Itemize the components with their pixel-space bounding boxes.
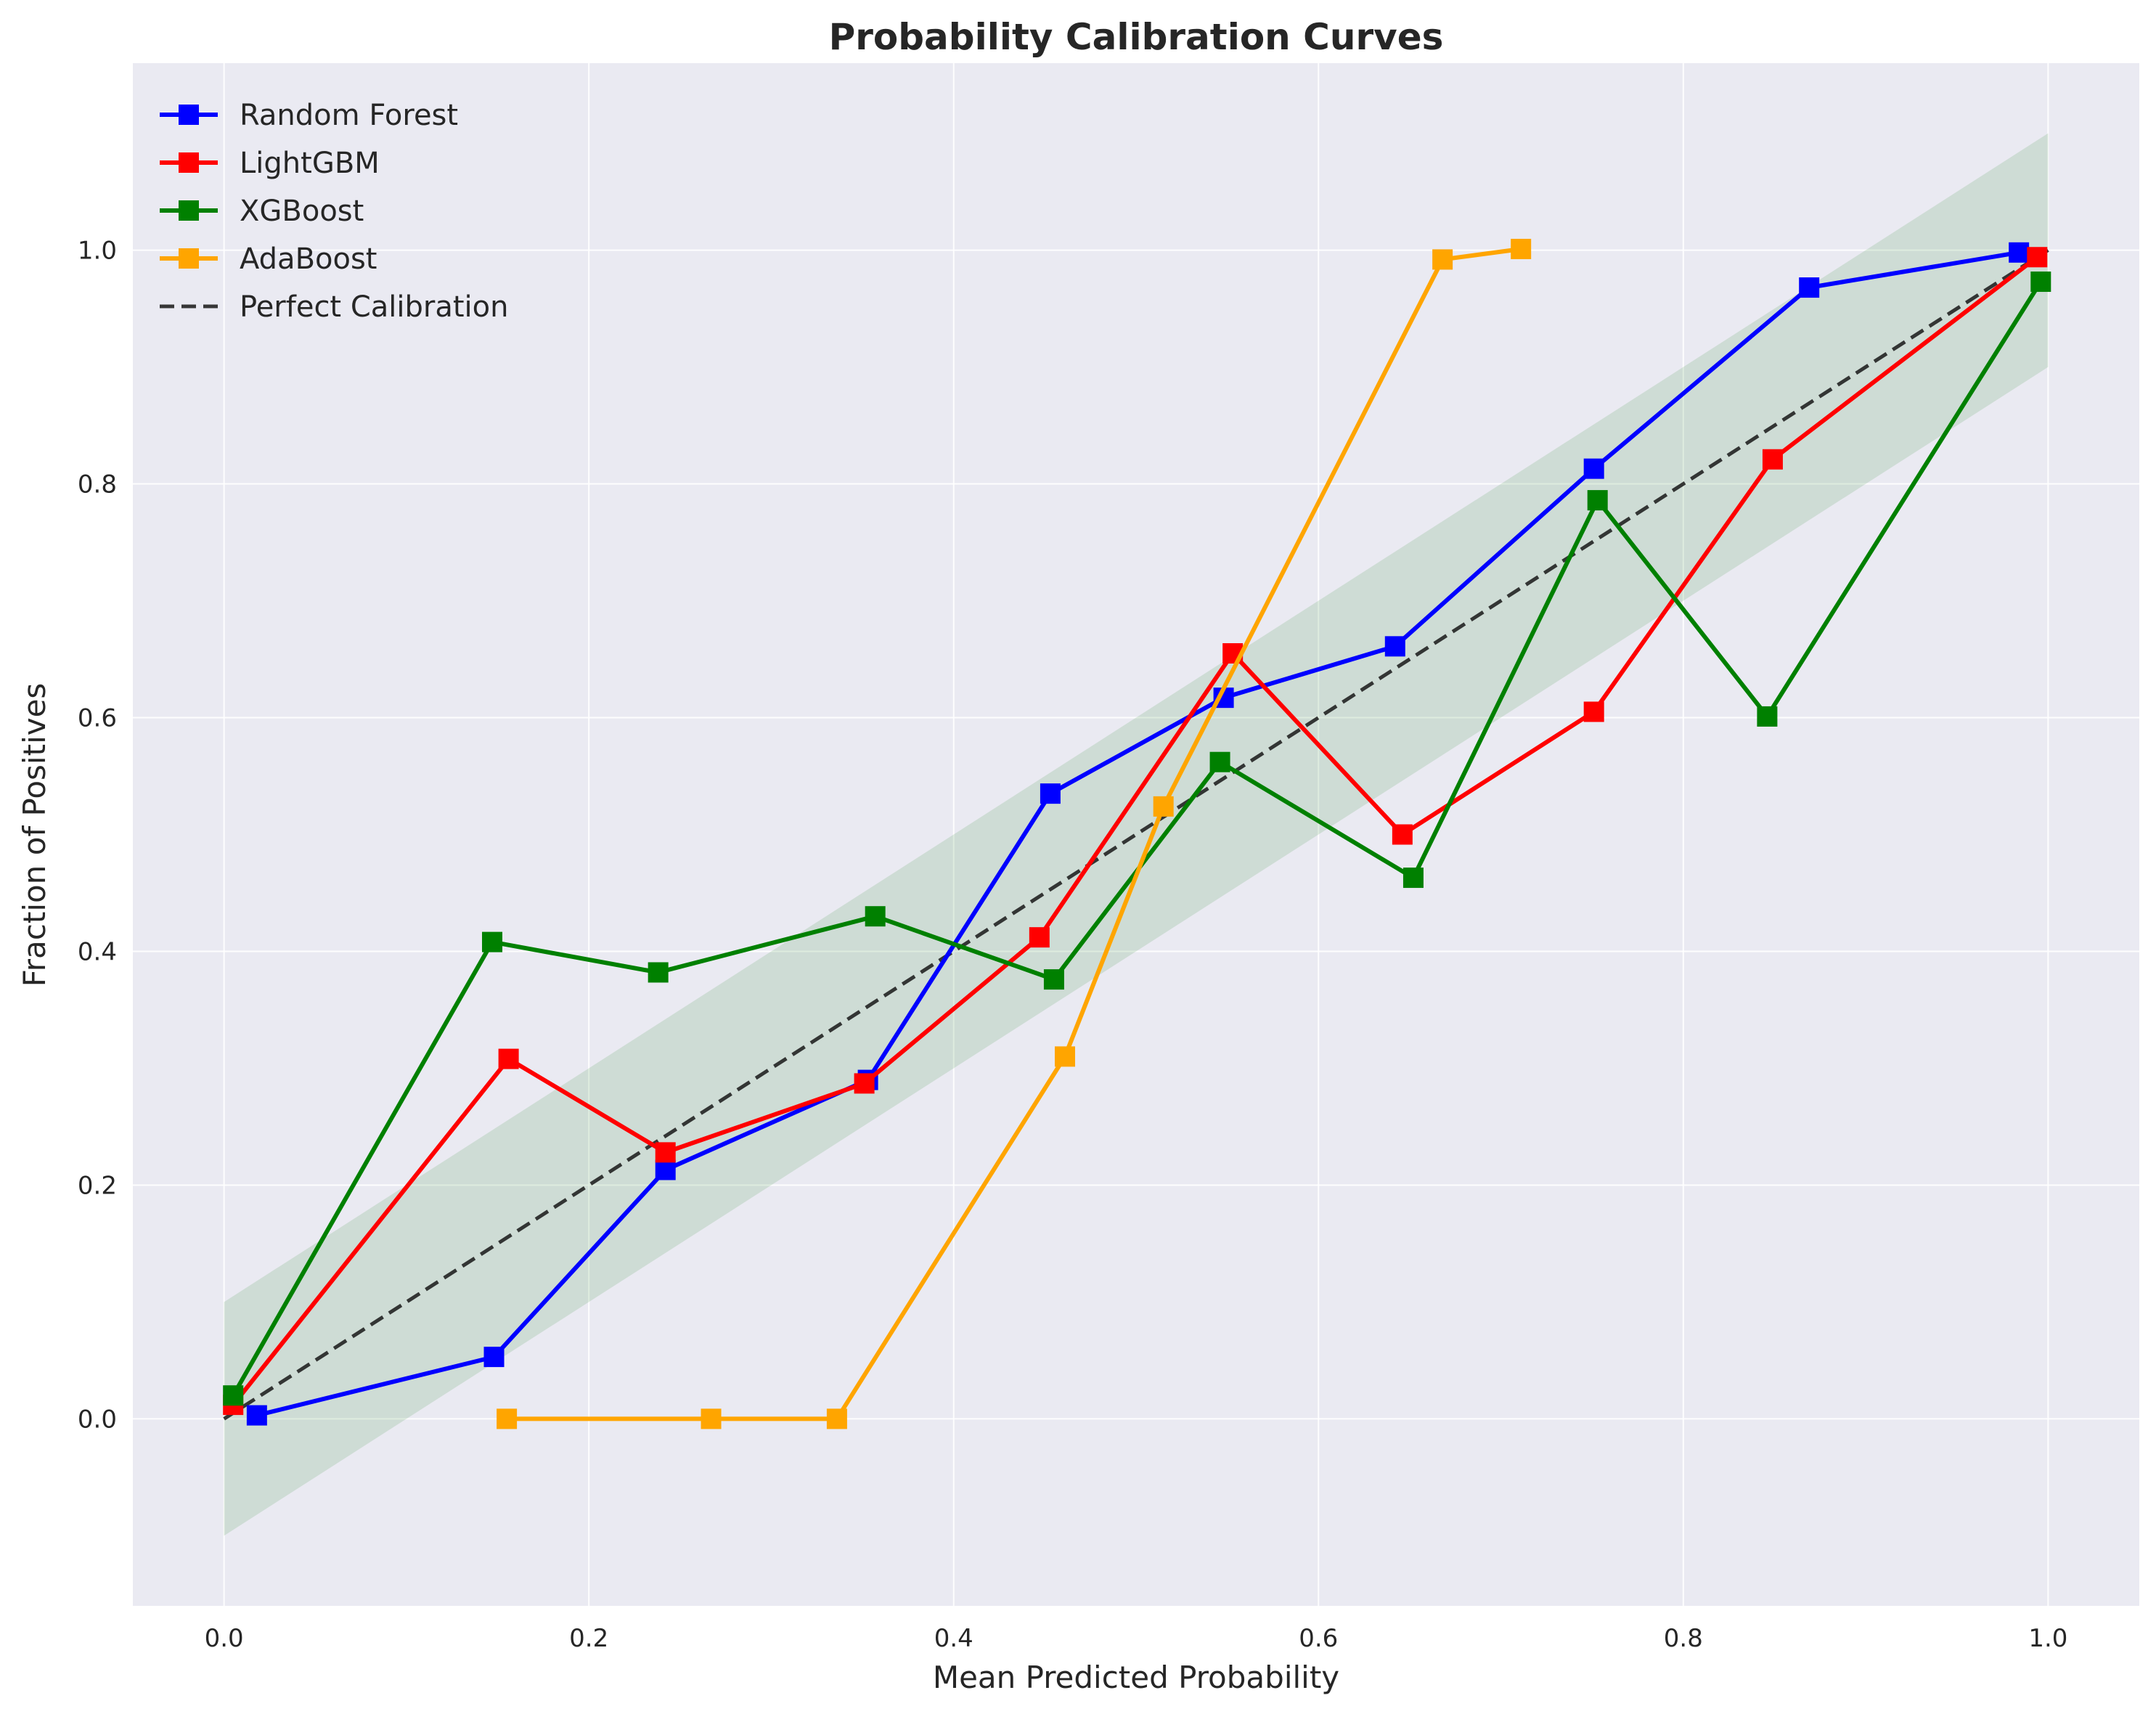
data-point-lightgbm bbox=[854, 1073, 875, 1094]
legend-marker-lightgbm bbox=[179, 152, 199, 173]
data-point-random-forest bbox=[655, 1159, 676, 1180]
legend-marker-random-forest bbox=[179, 105, 199, 125]
x-axis-label: Mean Predicted Probability bbox=[933, 1660, 1339, 1695]
data-point-xgboost bbox=[2030, 272, 2051, 293]
reference-line-layer bbox=[223, 248, 2049, 1421]
data-point-random-forest bbox=[1583, 458, 1604, 479]
x-tick-label: 0.6 bbox=[1299, 1624, 1338, 1653]
legend-label-perfect-calibration: Perfect Calibration bbox=[240, 290, 508, 324]
legend-marker-xgboost bbox=[179, 200, 199, 221]
legend-marker-adaboost bbox=[179, 248, 199, 269]
tick-labels: 0.0 0.2 0.4 0.6 0.8 1.0 0.0 0.2 0.4 0.6 0.8 1.0 bbox=[78, 237, 2067, 1653]
y-axis-label: Fraction of Positives bbox=[17, 683, 52, 987]
data-point-random-forest bbox=[246, 1405, 267, 1426]
data-point-adaboost bbox=[1511, 238, 1532, 259]
data-point-random-forest bbox=[1799, 277, 1820, 298]
y-tick-label: 1.0 bbox=[78, 237, 117, 266]
data-point-lightgbm bbox=[498, 1048, 519, 1069]
y-tick-label: 0.8 bbox=[78, 470, 117, 499]
data-point-random-forest bbox=[1040, 783, 1061, 804]
x-tick-label: 0.2 bbox=[569, 1624, 608, 1653]
data-point-random-forest bbox=[1384, 636, 1405, 657]
x-tick-label: 0.4 bbox=[934, 1624, 973, 1653]
y-tick-label: 0.4 bbox=[78, 937, 117, 966]
legend-item-perfect-calibration: Perfect Calibration bbox=[160, 290, 508, 324]
data-point-lightgbm bbox=[2027, 247, 2048, 268]
series-adaboost bbox=[497, 238, 1532, 1429]
data-point-xgboost bbox=[1757, 706, 1778, 727]
y-tick-label: 0.2 bbox=[78, 1171, 117, 1200]
data-point-random-forest bbox=[2009, 242, 2030, 263]
chart-title: Probability Calibration Curves bbox=[829, 16, 1444, 58]
data-point-lightgbm bbox=[1583, 701, 1604, 722]
data-point-xgboost bbox=[1587, 490, 1608, 511]
legend-item-lightgbm: LightGBM bbox=[160, 147, 380, 180]
series-layer bbox=[223, 238, 2051, 1429]
data-point-xgboost bbox=[865, 906, 886, 927]
series-random-forest bbox=[246, 242, 2030, 1426]
series-line-lightgbm bbox=[231, 255, 2039, 1406]
data-point-xgboost bbox=[482, 931, 503, 952]
data-point-adaboost bbox=[1055, 1046, 1076, 1067]
series-line-random-forest bbox=[256, 250, 2020, 1418]
plot-background bbox=[133, 63, 2139, 1606]
grid-lines bbox=[133, 63, 2139, 1606]
data-point-xgboost bbox=[223, 1385, 244, 1406]
y-tick-label: 0.0 bbox=[78, 1405, 117, 1434]
legend-item-random-forest: Random Forest bbox=[160, 99, 458, 132]
perfect-calibration-line bbox=[223, 248, 2049, 1421]
data-point-lightgbm bbox=[1762, 449, 1783, 470]
y-tick-label: 0.6 bbox=[78, 704, 117, 733]
data-point-xgboost bbox=[648, 962, 669, 983]
legend-label-random-forest: Random Forest bbox=[240, 99, 458, 132]
x-tick-label: 0.8 bbox=[1664, 1624, 1703, 1653]
legend: Random Forest LightGBM XGBoost AdaBoost Perf… bbox=[160, 99, 508, 324]
calibration-band bbox=[224, 133, 2049, 1536]
x-tick-label: 1.0 bbox=[2028, 1624, 2067, 1653]
data-point-adaboost bbox=[1432, 249, 1453, 270]
legend-item-xgboost: XGBoost bbox=[160, 195, 364, 228]
x-tick-label: 0.0 bbox=[205, 1624, 244, 1653]
data-point-lightgbm bbox=[1029, 927, 1050, 948]
data-point-xgboost bbox=[1043, 969, 1064, 990]
data-point-adaboost bbox=[826, 1408, 847, 1429]
legend-label-adaboost: AdaBoost bbox=[240, 242, 377, 276]
data-point-adaboost bbox=[701, 1408, 722, 1429]
legend-item-adaboost: AdaBoost bbox=[160, 242, 377, 276]
data-point-lightgbm bbox=[655, 1142, 676, 1163]
legend-label-xgboost: XGBoost bbox=[240, 195, 364, 228]
data-point-adaboost bbox=[497, 1408, 518, 1429]
data-point-random-forest bbox=[483, 1347, 505, 1368]
data-point-adaboost bbox=[1153, 796, 1174, 817]
data-point-lightgbm bbox=[1392, 824, 1413, 845]
data-point-xgboost bbox=[1402, 868, 1424, 889]
calibration-band-layer bbox=[224, 133, 2049, 1536]
legend-label-lightgbm: LightGBM bbox=[240, 147, 380, 180]
data-point-xgboost bbox=[1209, 751, 1230, 772]
